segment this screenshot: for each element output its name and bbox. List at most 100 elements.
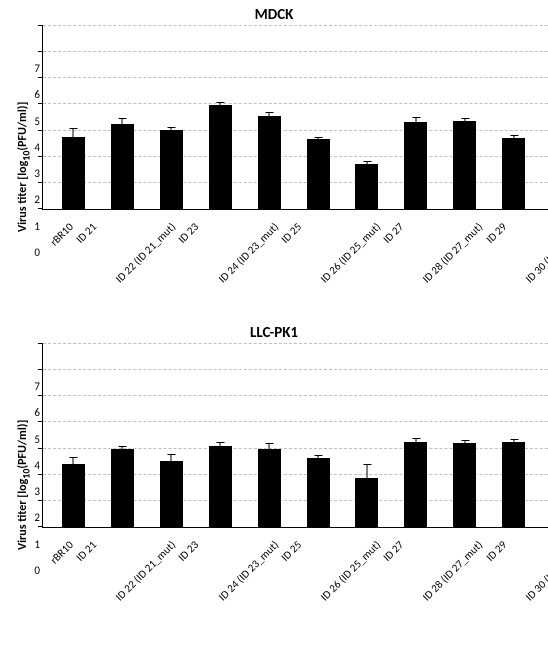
chart-row-llcpk1: Virus titer [log10(PFU/ml)] 76543210 rBR… — [14, 344, 534, 626]
error-cap — [461, 118, 469, 119]
error-bar — [171, 455, 172, 462]
error-cap — [168, 454, 176, 455]
x-label: rBR10 — [48, 212, 75, 308]
bar-wrap — [538, 344, 548, 527]
bar — [404, 122, 427, 209]
error-cap — [412, 117, 420, 118]
error-bar — [73, 458, 74, 464]
ylabel-sub: 10 — [19, 151, 32, 161]
error-bar — [220, 443, 221, 446]
error-bar — [269, 113, 270, 116]
error-bar — [415, 118, 416, 122]
bar — [453, 121, 476, 209]
bar-wrap — [489, 26, 538, 209]
panel-title-mdck: MDCK — [255, 6, 294, 24]
plot-outer-llcpk1: rBR10ID 21ID 22 (ID 21_mut)ID 23ID 24 (I… — [42, 344, 548, 626]
x-label: rBR10 — [48, 530, 75, 626]
error-bar — [366, 162, 367, 164]
bar — [453, 443, 476, 527]
bar-wrap — [245, 26, 294, 209]
bars-mdck — [43, 26, 548, 209]
bar-wrap — [489, 344, 538, 527]
error-bar — [269, 444, 270, 449]
bar — [62, 137, 85, 209]
error-bar — [171, 128, 172, 130]
error-bar — [464, 119, 465, 121]
error-cap — [315, 137, 323, 138]
error-cap — [119, 118, 127, 119]
error-bar — [366, 465, 367, 478]
bar — [160, 461, 183, 527]
bar-wrap — [440, 26, 489, 209]
bar-wrap — [538, 26, 548, 209]
error-cap — [510, 439, 518, 440]
error-cap — [168, 127, 176, 128]
error-bar — [220, 103, 221, 105]
plot-area-mdck — [42, 26, 548, 210]
figure-root: MDCK Virus titer [log10(PFU/ml)] 7654321… — [0, 0, 548, 630]
error-cap — [412, 438, 420, 439]
bar-wrap — [196, 26, 245, 209]
error-cap — [315, 455, 323, 456]
bar-wrap — [147, 344, 196, 527]
error-bar — [513, 136, 514, 137]
bar — [209, 105, 232, 209]
error-bar — [318, 138, 319, 139]
bar — [62, 464, 85, 527]
error-bar — [513, 440, 514, 442]
bar — [160, 130, 183, 209]
bar — [307, 458, 330, 527]
error-bar — [122, 447, 123, 450]
panel-llcpk1: LLC-PK1 Virus titer [log10(PFU/ml)] 7654… — [14, 324, 534, 626]
bar-wrap — [245, 344, 294, 527]
error-cap — [119, 446, 127, 447]
y-axis-label-mdck: Virus titer [log10(PFU/ml)] — [14, 77, 32, 257]
ylabel-sub: 10 — [19, 469, 32, 479]
ylabel-suffix: (PFU/ml)] — [16, 420, 30, 469]
bar-wrap — [196, 344, 245, 527]
bar-wrap — [343, 26, 392, 209]
x-labels-mdck: rBR10ID 21ID 22 (ID 21_mut)ID 23ID 24 (I… — [42, 210, 548, 308]
error-cap — [510, 135, 518, 136]
ylabel-prefix: Virus titer [log — [16, 161, 30, 232]
bar-wrap — [343, 344, 392, 527]
y-axis-label-llcpk1: Virus titer [log10(PFU/ml)] — [14, 395, 32, 575]
bar-wrap — [147, 26, 196, 209]
bar-wrap — [294, 344, 343, 527]
bar-wrap — [98, 344, 147, 527]
bar — [502, 138, 525, 209]
ylabel-suffix: (PFU/ml)] — [16, 102, 30, 151]
bar — [209, 446, 232, 527]
bar-wrap — [440, 344, 489, 527]
bar — [111, 124, 134, 209]
error-bar — [122, 119, 123, 124]
plot-area-llcpk1 — [42, 344, 548, 528]
bar-wrap — [98, 26, 147, 209]
chart-row-mdck: Virus titer [log10(PFU/ml)] 76543210 rBR… — [14, 26, 534, 308]
error-cap — [266, 112, 274, 113]
bars-llcpk1 — [43, 344, 548, 527]
plot-outer-mdck: rBR10ID 21ID 22 (ID 21_mut)ID 23ID 24 (I… — [42, 26, 548, 308]
error-bar — [318, 456, 319, 458]
bar — [404, 442, 427, 527]
ylabel-prefix: Virus titer [log — [16, 479, 30, 550]
error-cap — [70, 128, 78, 129]
bar — [355, 164, 378, 209]
error-cap — [217, 102, 225, 103]
x-labels-llcpk1: rBR10ID 21ID 22 (ID 21_mut)ID 23ID 24 (I… — [42, 528, 548, 626]
bar-wrap — [294, 26, 343, 209]
bar-wrap — [49, 344, 98, 527]
bar-wrap — [391, 344, 440, 527]
bar-wrap — [391, 26, 440, 209]
bar-wrap — [49, 26, 98, 209]
error-bar — [73, 129, 74, 137]
bar — [502, 442, 525, 527]
bar — [307, 139, 330, 209]
error-cap — [461, 440, 469, 441]
error-bar — [464, 441, 465, 443]
bar — [258, 116, 281, 209]
error-cap — [217, 442, 225, 443]
error-cap — [363, 161, 371, 162]
panel-mdck: MDCK Virus titer [log10(PFU/ml)] 7654321… — [14, 6, 534, 308]
error-cap — [70, 457, 78, 458]
